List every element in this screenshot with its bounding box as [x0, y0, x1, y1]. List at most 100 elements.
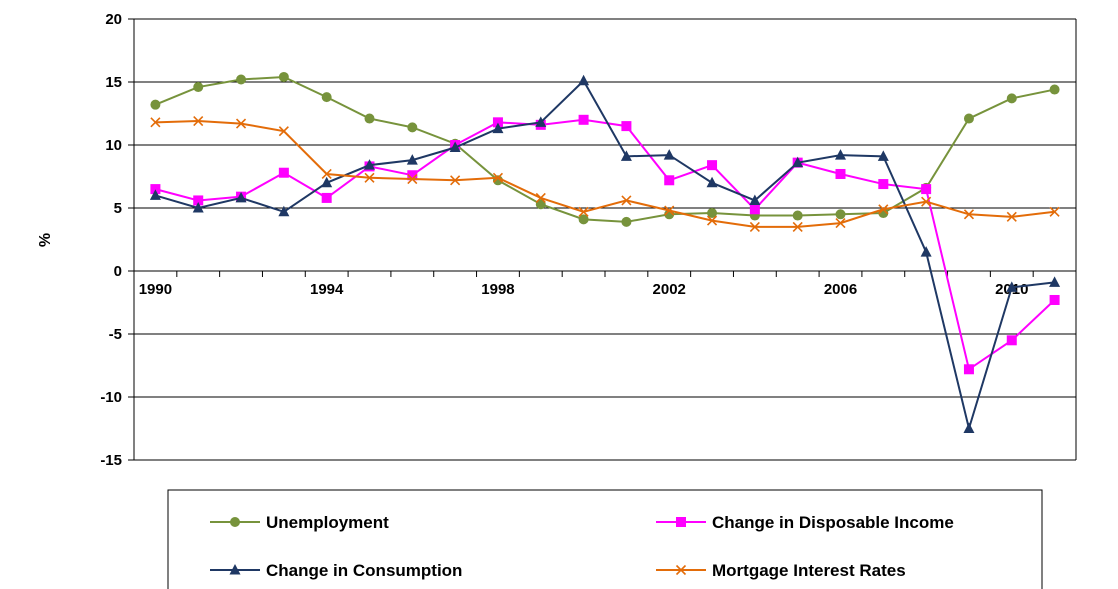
- data-point: [150, 99, 161, 110]
- data-point: [535, 192, 546, 203]
- data-point: [407, 170, 418, 181]
- data-point: [492, 172, 504, 183]
- y-tick-label: 15: [105, 74, 122, 91]
- data-point: [278, 126, 289, 137]
- data-point: [149, 189, 161, 200]
- data-point: [578, 214, 589, 225]
- legend-box: [167, 489, 1043, 589]
- data-point: [621, 195, 632, 206]
- data-point: [1049, 294, 1060, 305]
- y-tick-label: -15: [100, 452, 122, 469]
- data-point: [675, 564, 687, 576]
- data-point: [535, 116, 547, 127]
- legend-label: Unemployment: [266, 513, 389, 532]
- y-tick-label: -5: [109, 326, 122, 343]
- data-point: [620, 150, 632, 161]
- y-axis-label: %: [37, 233, 54, 247]
- legend-item: Unemployment: [210, 513, 389, 532]
- data-point: [406, 154, 418, 165]
- data-point: [364, 113, 375, 124]
- y-tick-label: 0: [114, 263, 122, 280]
- data-point: [278, 71, 289, 82]
- data-point: [792, 221, 803, 232]
- data-point: [407, 122, 418, 133]
- x-tick-label: 1994: [310, 281, 344, 298]
- data-point: [920, 246, 932, 257]
- y-tick-label: 5: [114, 200, 122, 217]
- data-point: [535, 199, 546, 210]
- data-point: [878, 179, 889, 190]
- series-line: [155, 75, 1055, 223]
- series-layer: [149, 71, 1061, 433]
- data-point: [835, 218, 846, 229]
- data-point: [492, 117, 503, 128]
- data-point: [706, 215, 718, 226]
- data-point: [364, 172, 375, 183]
- data-point: [449, 141, 461, 153]
- data-point: [792, 210, 803, 221]
- gridlines: [134, 18, 1076, 461]
- data-point: [1049, 84, 1060, 95]
- data-point: [364, 159, 375, 170]
- data-point: [235, 118, 247, 129]
- data-point: [236, 74, 247, 85]
- legend-item: Change in Consumption: [210, 561, 462, 580]
- data-point: [578, 114, 589, 125]
- x-tick-label: 1998: [481, 281, 514, 298]
- data-point: [921, 196, 932, 207]
- data-point: [707, 160, 718, 171]
- data-point: [676, 517, 686, 527]
- data-point: [492, 122, 504, 134]
- data-point: [749, 194, 761, 205]
- x-tick-label: 2002: [653, 281, 686, 298]
- data-point: [321, 92, 332, 103]
- y-tick-label: 10: [105, 137, 122, 154]
- data-point: [749, 204, 760, 215]
- data-point: [321, 192, 332, 203]
- data-point: [663, 149, 675, 160]
- data-point: [749, 221, 760, 232]
- data-point: [835, 209, 846, 220]
- data-point: [450, 175, 461, 186]
- data-point: [1006, 211, 1017, 222]
- data-point: [150, 184, 161, 195]
- data-point: [230, 517, 240, 527]
- data-point: [193, 82, 204, 93]
- data-point: [664, 175, 675, 186]
- data-point: [578, 74, 590, 86]
- series-line: [155, 79, 1055, 433]
- series-line: [155, 118, 1056, 371]
- data-point: [706, 176, 718, 188]
- data-point: [229, 564, 241, 575]
- x-tick-label: 2006: [824, 281, 857, 298]
- data-point: [621, 216, 632, 227]
- series-line: [155, 120, 1055, 228]
- legend-label: Change in Disposable Income: [712, 513, 954, 532]
- data-point: [235, 191, 247, 203]
- data-point: [621, 121, 632, 132]
- data-point: [963, 209, 975, 220]
- data-point: [878, 204, 889, 215]
- data-point: [1006, 335, 1017, 346]
- data-point: [1006, 281, 1018, 292]
- x-tick-label: 1990: [139, 281, 172, 298]
- data-point: [835, 168, 846, 179]
- legend-label: Mortgage Interest Rates: [712, 561, 906, 580]
- data-point: [835, 149, 846, 160]
- y-tick-label: -10: [100, 389, 122, 406]
- data-point: [278, 167, 289, 178]
- legend-item: Mortgage Interest Rates: [656, 561, 906, 580]
- legend-item: Change in Disposable Income: [656, 513, 954, 532]
- data-point: [963, 364, 974, 375]
- data-point: [193, 115, 204, 127]
- data-point: [1006, 93, 1017, 104]
- data-point: [192, 202, 204, 213]
- data-point: [150, 117, 161, 128]
- data-point: [1049, 276, 1061, 287]
- data-point: [193, 195, 204, 206]
- data-point: [792, 156, 804, 168]
- data-point: [877, 150, 889, 161]
- data-point: [321, 176, 333, 188]
- data-point: [664, 205, 675, 216]
